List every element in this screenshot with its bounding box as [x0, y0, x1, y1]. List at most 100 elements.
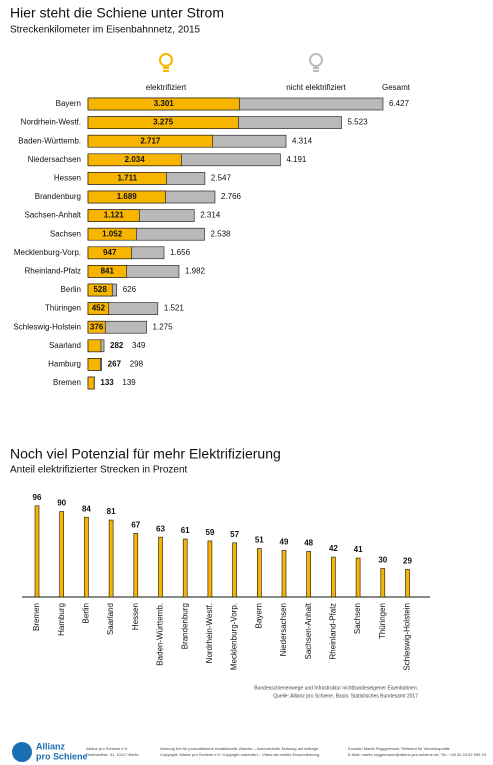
source: Bundesschienenwege und Infrastruktur nic… — [254, 685, 418, 691]
bar-electrified — [87, 116, 239, 129]
category-label: Bremen — [32, 603, 41, 631]
category-label: Hessen — [54, 174, 81, 183]
value-label: 841 — [101, 267, 115, 276]
total-label: 2.547 — [211, 174, 232, 183]
category-label: Saarland — [49, 341, 81, 350]
category-label: Rheinland-Pfalz — [25, 267, 81, 276]
total-label: 1.275 — [153, 322, 174, 331]
bar — [306, 551, 312, 598]
value-label: 90 — [57, 499, 66, 508]
chart-subtitle: Anteil elektrifizierter Strecken in Proz… — [10, 465, 188, 476]
bar-electrified — [87, 153, 182, 167]
category-label: Bayern — [56, 99, 81, 108]
bar — [158, 536, 163, 598]
bulb-icon-on — [159, 53, 173, 72]
value-label: 2.717 — [140, 136, 161, 145]
bar — [207, 540, 213, 598]
value-label: 67 — [131, 520, 140, 529]
category-label: Berlin — [61, 285, 81, 294]
value-label: 133 — [100, 378, 114, 387]
logo-text: Allianz — [36, 741, 66, 751]
legend-label: nicht elektrifiziert — [286, 83, 346, 92]
bar — [256, 548, 262, 598]
value-label: 2.034 — [125, 155, 146, 164]
category-label: Nordrhein-Westf. — [205, 603, 214, 663]
total-label: 139 — [122, 378, 136, 387]
value-label: 3.275 — [153, 118, 174, 127]
bar-electrified — [87, 320, 106, 334]
bar-electrified — [87, 302, 110, 315]
total-label: 1.521 — [164, 304, 185, 313]
value-label: 42 — [329, 544, 338, 553]
value-label: 51 — [255, 536, 264, 545]
value-label: 3.301 — [154, 99, 175, 108]
bar-electrified — [87, 97, 240, 111]
category-label: Sachsen-Anhalt — [304, 602, 313, 659]
category-label: Baden-Württemb. — [18, 136, 81, 145]
total-label: 1.982 — [185, 267, 206, 276]
category-label: Nordrhein-Westf. — [21, 118, 81, 127]
bar-electrified — [87, 134, 214, 148]
footer-text: Copyright: Allianz pro Schiene e.V. Copy… — [160, 752, 320, 757]
footer-text: Reinhardtstr. 31, 10117 Berlin — [86, 752, 139, 757]
category-label: Niedersachsen — [28, 155, 81, 164]
value-label: 57 — [230, 530, 239, 539]
bar — [281, 550, 287, 598]
category-label: Bayern — [254, 603, 263, 628]
bar — [331, 556, 336, 598]
total-label: 626 — [123, 285, 137, 294]
bar-electrified — [87, 339, 102, 353]
value-label: 1.121 — [104, 211, 125, 220]
bar-electrified — [87, 227, 137, 241]
value-label: 947 — [103, 248, 117, 257]
value-label: 59 — [205, 528, 214, 537]
total-label: 4.314 — [292, 136, 313, 145]
bar-electrified — [87, 190, 166, 204]
total-label: 4.191 — [286, 155, 307, 164]
category-label: Hessen — [131, 603, 140, 630]
category-label: Thüringen — [378, 603, 387, 639]
category-label: Mecklenburg-Vorp. — [14, 248, 81, 257]
category-label: Rheinland-Pfalz — [329, 603, 338, 659]
value-label: 282 — [110, 341, 124, 350]
category-label: Schleswig-Holstein — [13, 322, 81, 331]
value-label: 81 — [107, 507, 116, 516]
category-label: Bremen — [53, 378, 81, 387]
value-label: 1.711 — [117, 174, 137, 183]
category-label: Sachsen-Anhalt — [25, 211, 82, 220]
category-label: Brandenburg — [180, 603, 189, 649]
category-label: Brandenburg — [35, 192, 81, 201]
value-label: 63 — [156, 524, 165, 533]
footer-text: Kontakt: Martin Roggermann, Referent für… — [348, 746, 450, 751]
bar-electrified — [87, 358, 101, 371]
total-label: 5.523 — [348, 118, 369, 127]
total-label: 2.314 — [200, 211, 221, 220]
category-label: Hamburg — [57, 603, 66, 636]
bulb-icon-off — [309, 53, 323, 72]
value-label: 29 — [403, 557, 412, 566]
bar — [380, 568, 386, 598]
footer-text: Nutzung frei für journalistische redakti… — [160, 746, 319, 751]
category-label: Thüringen — [45, 304, 81, 313]
chart-subtitle: Streckenkilometer im Eisenbahnnetz, 2015 — [10, 25, 201, 36]
legend-label: elektrifiziert — [146, 83, 187, 92]
value-label: 41 — [354, 545, 363, 554]
bar — [182, 538, 188, 598]
total-label: 1.656 — [170, 248, 191, 257]
total-label: 2.538 — [210, 229, 231, 238]
bar — [405, 569, 410, 598]
bar — [84, 516, 89, 598]
value-label: 1.052 — [102, 229, 123, 238]
category-label: Hamburg — [48, 360, 81, 369]
value-label: 452 — [92, 304, 106, 313]
category-label: Mecklenburg-Vorp. — [230, 603, 239, 670]
source: Quelle: Allianz pro Schiene, Basis: Stat… — [273, 693, 418, 699]
bar — [133, 533, 139, 598]
bar-electrified — [87, 246, 132, 260]
category-label: Sachsen — [353, 603, 362, 634]
total-label: 349 — [132, 341, 146, 350]
category-label: Berlin — [82, 603, 91, 623]
value-label: 1.689 — [117, 192, 138, 201]
value-label: 528 — [93, 285, 107, 294]
value-label: 49 — [280, 538, 289, 547]
